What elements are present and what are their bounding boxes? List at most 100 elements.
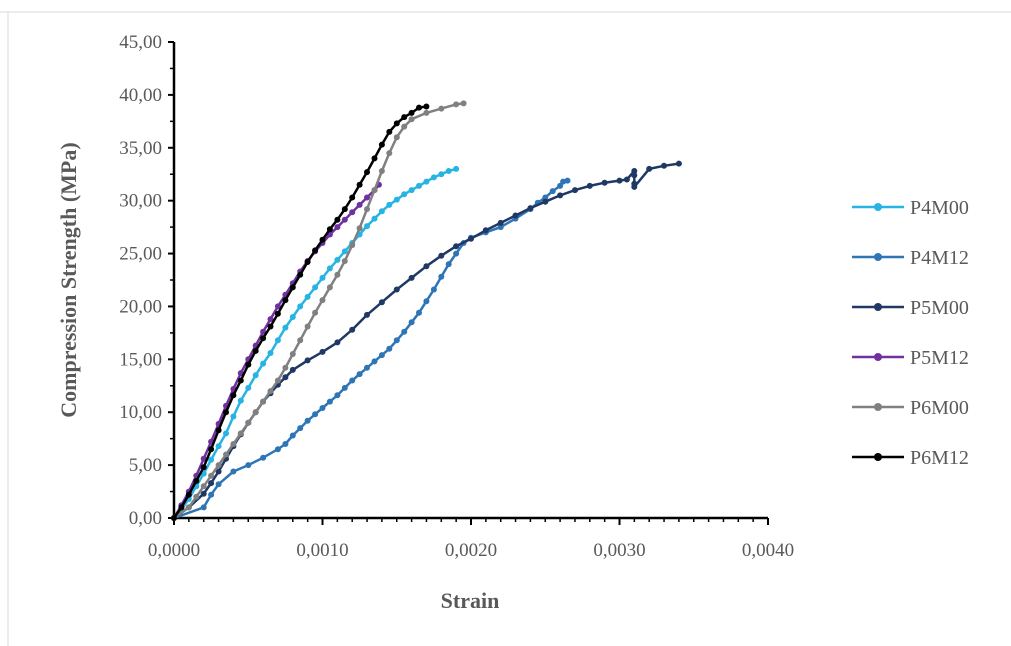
data-point-p4m12 (542, 194, 549, 201)
data-point-p6m00 (245, 419, 252, 426)
data-point-p6m00 (223, 451, 229, 458)
data-point-p4m00 (453, 165, 460, 172)
data-point-p4m12 (349, 377, 356, 384)
data-point-p5m00 (482, 227, 489, 234)
series-line-p4m12 (173, 179, 568, 520)
data-point-p6m00 (319, 297, 326, 304)
data-point-p6m12 (393, 120, 400, 127)
data-point-p6m12 (386, 128, 393, 135)
data-point-p5m00 (393, 286, 400, 293)
data-point-p6m00 (282, 364, 289, 371)
data-point-p6m00 (267, 388, 274, 395)
data-point-p5m00 (408, 274, 415, 281)
data-point-p5m00 (601, 179, 608, 186)
data-point-p4m12 (430, 286, 437, 293)
y-tick-label: 40,00 (119, 85, 162, 106)
data-point-p4m12 (453, 250, 460, 257)
data-point-p4m12 (312, 411, 319, 418)
data-point-p6m12 (378, 141, 385, 148)
data-point-p4m00 (371, 215, 378, 222)
data-point-p4m12 (408, 319, 415, 326)
data-point-p4m12 (497, 224, 504, 231)
data-point-p6m00 (215, 462, 222, 469)
data-point-p6m12 (326, 226, 333, 233)
y-tick-label: 25,00 (119, 244, 162, 265)
legend-marker-p6m00 (874, 403, 882, 411)
x-tick-label: 0,0000 (148, 540, 200, 561)
data-point-p4m12 (282, 441, 289, 447)
data-point-p5m12 (274, 303, 281, 310)
data-point-p6m00 (312, 309, 319, 316)
data-point-p4m12 (208, 491, 215, 498)
data-point-p6m00 (297, 337, 304, 344)
data-point-p6m00 (289, 351, 296, 357)
data-point-p5m00 (512, 212, 519, 219)
data-point-p4m12 (557, 182, 564, 189)
data-point-p4m12 (289, 432, 296, 439)
data-point-p4m00 (393, 196, 400, 203)
data-point-p6m12 (371, 155, 378, 162)
data-point-p4m00 (274, 337, 281, 344)
data-point-p4m00 (423, 178, 430, 185)
x-tick-label: 0,0030 (593, 540, 645, 561)
series-p4m00 (171, 165, 460, 521)
data-point-p6m00 (386, 150, 393, 157)
data-point-p4m12 (549, 188, 556, 195)
data-point-p4m12 (356, 371, 363, 378)
y-tick-label: 10,00 (119, 402, 162, 423)
plot-area: 0,00 5,00 10,00 15,00 20,00 25,00 30,00 35,00 40… (119, 32, 794, 561)
data-point-p6m00 (356, 225, 363, 232)
data-point-p6m12 (178, 504, 185, 511)
data-point-p6m12 (304, 259, 311, 265)
data-point-p5m12 (349, 209, 356, 216)
data-point-p5m00 (497, 219, 504, 226)
data-point-p4m00 (445, 168, 452, 174)
data-point-p4m00 (215, 443, 222, 450)
data-point-p5m00 (364, 311, 370, 318)
data-point-p6m00 (453, 101, 460, 108)
data-point-p5m00 (631, 168, 638, 174)
series-p6m12 (171, 103, 430, 521)
data-point-p5m00 (527, 205, 534, 212)
data-point-p4m00 (430, 174, 437, 181)
data-point-p6m12 (282, 297, 289, 304)
data-point-p6m12 (401, 114, 408, 121)
y-tick-label: 20,00 (119, 296, 162, 317)
y-tick-label: 45,00 (119, 32, 162, 53)
data-point-p6m00 (393, 134, 400, 141)
legend-marker-p5m12 (874, 353, 882, 361)
data-point-p6m00 (237, 430, 244, 437)
data-point-p6m00 (364, 206, 370, 213)
data-point-p4m00 (297, 303, 304, 310)
data-point-p4m00 (401, 191, 408, 198)
x-tick-label: 0,0010 (296, 540, 348, 561)
data-point-p6m00 (230, 441, 237, 447)
data-point-p4m12 (230, 468, 237, 475)
data-point-p6m12 (185, 491, 192, 498)
data-point-p6m12 (252, 347, 259, 354)
data-point-p5m00 (542, 198, 549, 205)
data-point-p4m12 (341, 384, 348, 391)
data-point-p5m00 (423, 263, 430, 270)
data-point-p5m00 (453, 243, 460, 250)
data-point-p4m00 (252, 372, 259, 379)
data-point-p6m12 (408, 109, 415, 116)
data-point-p5m00 (304, 357, 311, 364)
data-point-p4m12 (416, 309, 422, 316)
data-point-p5m00 (661, 162, 667, 169)
legend-entry-p5m12: P5M12 (852, 347, 969, 369)
legend-label-p6m12: P6M12 (910, 447, 969, 469)
data-point-p4m12 (215, 481, 222, 488)
data-point-p4m00 (260, 360, 267, 367)
data-point-p4m00 (334, 256, 341, 263)
data-point-p4m00 (245, 384, 252, 391)
data-point-p4m12 (438, 273, 445, 280)
data-point-p6m12 (356, 181, 363, 188)
data-point-p4m12 (304, 417, 311, 424)
data-point-p5m00 (349, 326, 356, 333)
data-point-p5m00 (289, 366, 296, 373)
data-point-p4m00 (326, 265, 333, 272)
legend-label-p5m12: P5M12 (910, 347, 969, 369)
data-point-p4m12 (334, 392, 341, 399)
